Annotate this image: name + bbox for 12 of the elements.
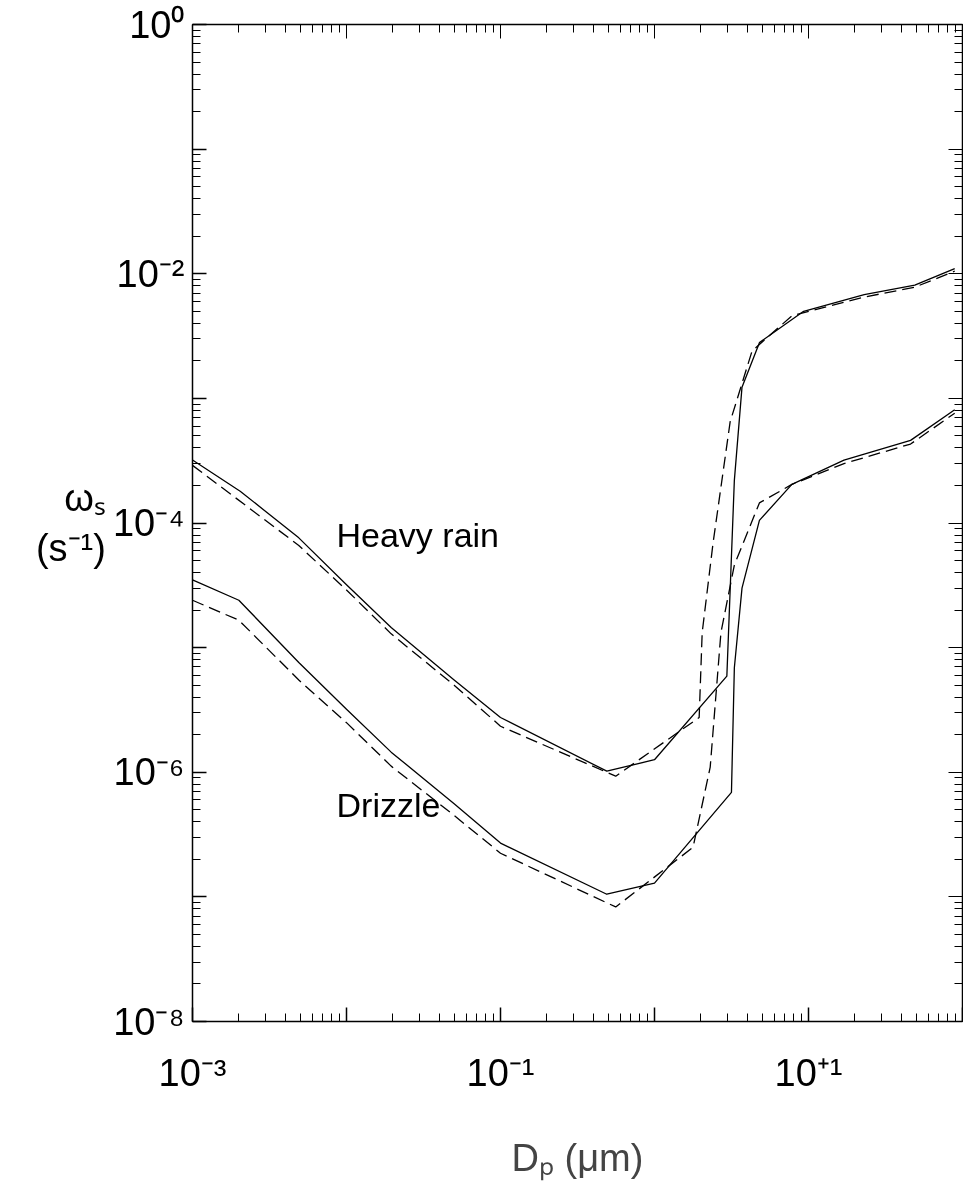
y-axis-title: ωₛ (s⁻¹) [35, 476, 106, 570]
y-tick-label: 10⁰ [129, 3, 185, 46]
x-tick-label: 10⁻¹ [466, 1051, 535, 1094]
annotation: Drizzle [336, 785, 441, 824]
annotation: Heavy rain [336, 515, 500, 554]
y-tick-label: 10⁻⁴ [112, 502, 185, 544]
x-tick-label: 10⁺¹ [774, 1051, 843, 1094]
y-tick-label: 10⁻⁶ [113, 751, 185, 794]
x-tick-label: 10⁻³ [158, 1051, 227, 1094]
y-tick-label: 10⁻² [116, 252, 185, 295]
y-tick-label: 10⁻⁸ [113, 1000, 185, 1043]
x-axis-title: Dₚ (μm) [511, 1136, 644, 1181]
